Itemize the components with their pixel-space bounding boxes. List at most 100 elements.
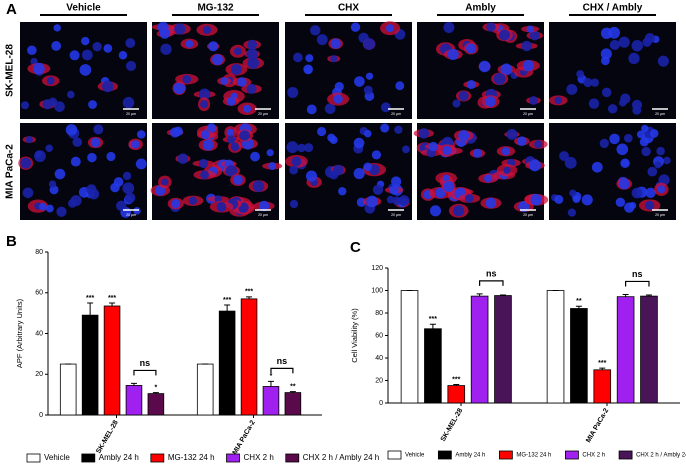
significance: *** bbox=[429, 316, 437, 323]
nucleus bbox=[576, 70, 585, 78]
significance: *** bbox=[245, 289, 253, 296]
nucleus bbox=[87, 152, 97, 163]
legend-label: CHX 2 h / Ambly 24 h bbox=[303, 453, 379, 462]
nucleus bbox=[177, 153, 189, 165]
scale-label: 20 µm bbox=[655, 112, 665, 116]
nucleus bbox=[354, 76, 365, 87]
nucleus bbox=[106, 151, 116, 162]
micrograph: 20 µm bbox=[549, 123, 676, 220]
bar bbox=[494, 295, 512, 404]
nucleus bbox=[173, 126, 183, 136]
nucleus bbox=[363, 38, 376, 50]
nucleus bbox=[392, 196, 402, 205]
micrograph: 20 µm bbox=[150, 123, 283, 220]
nucleus bbox=[500, 63, 513, 76]
nucleus bbox=[102, 80, 114, 93]
scale-label: 20 µm bbox=[126, 112, 136, 116]
nucleus bbox=[93, 124, 104, 135]
nucleus bbox=[125, 38, 136, 48]
legend-label: CHX 2 h bbox=[244, 453, 274, 462]
nucleus bbox=[174, 23, 186, 35]
nucleus bbox=[522, 59, 534, 72]
nucleus bbox=[629, 201, 637, 210]
nucleus bbox=[54, 168, 66, 180]
nucleus bbox=[34, 150, 46, 163]
nucleus bbox=[54, 101, 65, 112]
nucleus bbox=[330, 55, 338, 63]
nucleus bbox=[365, 72, 374, 80]
nucleus bbox=[200, 130, 210, 140]
significance: ** bbox=[290, 383, 296, 390]
nucleus bbox=[529, 30, 540, 41]
nucleus bbox=[641, 124, 649, 133]
bar bbox=[81, 314, 99, 416]
nucleus bbox=[506, 128, 518, 140]
nucleus bbox=[442, 145, 452, 156]
legend-label: MG-132 24 h bbox=[168, 453, 215, 462]
nucleus bbox=[472, 148, 482, 158]
nucleus bbox=[623, 133, 633, 143]
nucleus bbox=[48, 180, 57, 188]
row-label: SK-MEL-28 bbox=[5, 44, 16, 97]
nucleus bbox=[116, 200, 127, 212]
y-tick-label: 80 bbox=[35, 249, 43, 256]
nucleus bbox=[654, 161, 662, 169]
nucleus bbox=[27, 45, 37, 56]
error-bar bbox=[645, 294, 652, 297]
nucleus bbox=[118, 50, 128, 60]
y-axis-label: APF (Arbitrary Units) bbox=[15, 298, 24, 368]
nucleus bbox=[567, 208, 577, 217]
nucleus bbox=[658, 174, 670, 186]
bar bbox=[616, 296, 635, 404]
nucleus bbox=[291, 156, 302, 167]
scale-label: 20 µm bbox=[523, 112, 533, 116]
significance: * bbox=[155, 384, 158, 391]
nucleus bbox=[452, 99, 461, 108]
nucleus bbox=[81, 49, 93, 61]
nucleus bbox=[601, 87, 612, 98]
nucleus bbox=[216, 201, 227, 212]
x-tick-label: MIA PaCa-2 bbox=[585, 407, 610, 444]
nucleus bbox=[188, 196, 198, 205]
panel-label: B bbox=[6, 233, 17, 250]
nucleus bbox=[20, 101, 30, 110]
nucleus bbox=[198, 158, 209, 169]
nucleus bbox=[591, 161, 603, 173]
nucleus bbox=[485, 197, 497, 209]
nucleus bbox=[268, 162, 277, 170]
scale-label: 20 µm bbox=[258, 213, 268, 217]
nucleus bbox=[366, 195, 378, 208]
legend-label: MG-132 24 h bbox=[516, 453, 551, 459]
nucleus bbox=[559, 151, 569, 161]
nucleus bbox=[122, 171, 132, 181]
nucleus bbox=[246, 83, 257, 94]
nucleus bbox=[133, 207, 141, 215]
nucleus bbox=[554, 96, 563, 105]
bar bbox=[284, 392, 302, 416]
legend-label: Ambly 24 h bbox=[455, 453, 485, 459]
nucleus bbox=[386, 24, 395, 33]
nucleus bbox=[564, 156, 577, 169]
nucleus bbox=[389, 185, 399, 195]
nucleus bbox=[124, 192, 136, 204]
nucleus bbox=[618, 178, 630, 190]
bar bbox=[240, 298, 258, 416]
nucleus bbox=[131, 140, 140, 149]
nucleus bbox=[198, 88, 211, 101]
nucleus bbox=[616, 143, 629, 156]
y-tick-label: 100 bbox=[371, 287, 383, 294]
y-tick-label: 20 bbox=[375, 377, 383, 384]
nucleus bbox=[202, 25, 212, 34]
nucleus bbox=[246, 48, 258, 60]
nucleus bbox=[619, 99, 627, 107]
nucleus bbox=[486, 22, 496, 32]
nucleus bbox=[81, 36, 90, 46]
legend-label: CHX 2 h bbox=[582, 453, 605, 459]
legend-swatch bbox=[81, 453, 96, 463]
micrograph: 20 µm bbox=[285, 21, 412, 119]
nucleus bbox=[615, 197, 626, 207]
y-tick-label: 40 bbox=[35, 330, 43, 337]
nucleus bbox=[289, 199, 299, 209]
nucleus bbox=[113, 177, 124, 187]
scale-label: 20 µm bbox=[126, 213, 136, 217]
